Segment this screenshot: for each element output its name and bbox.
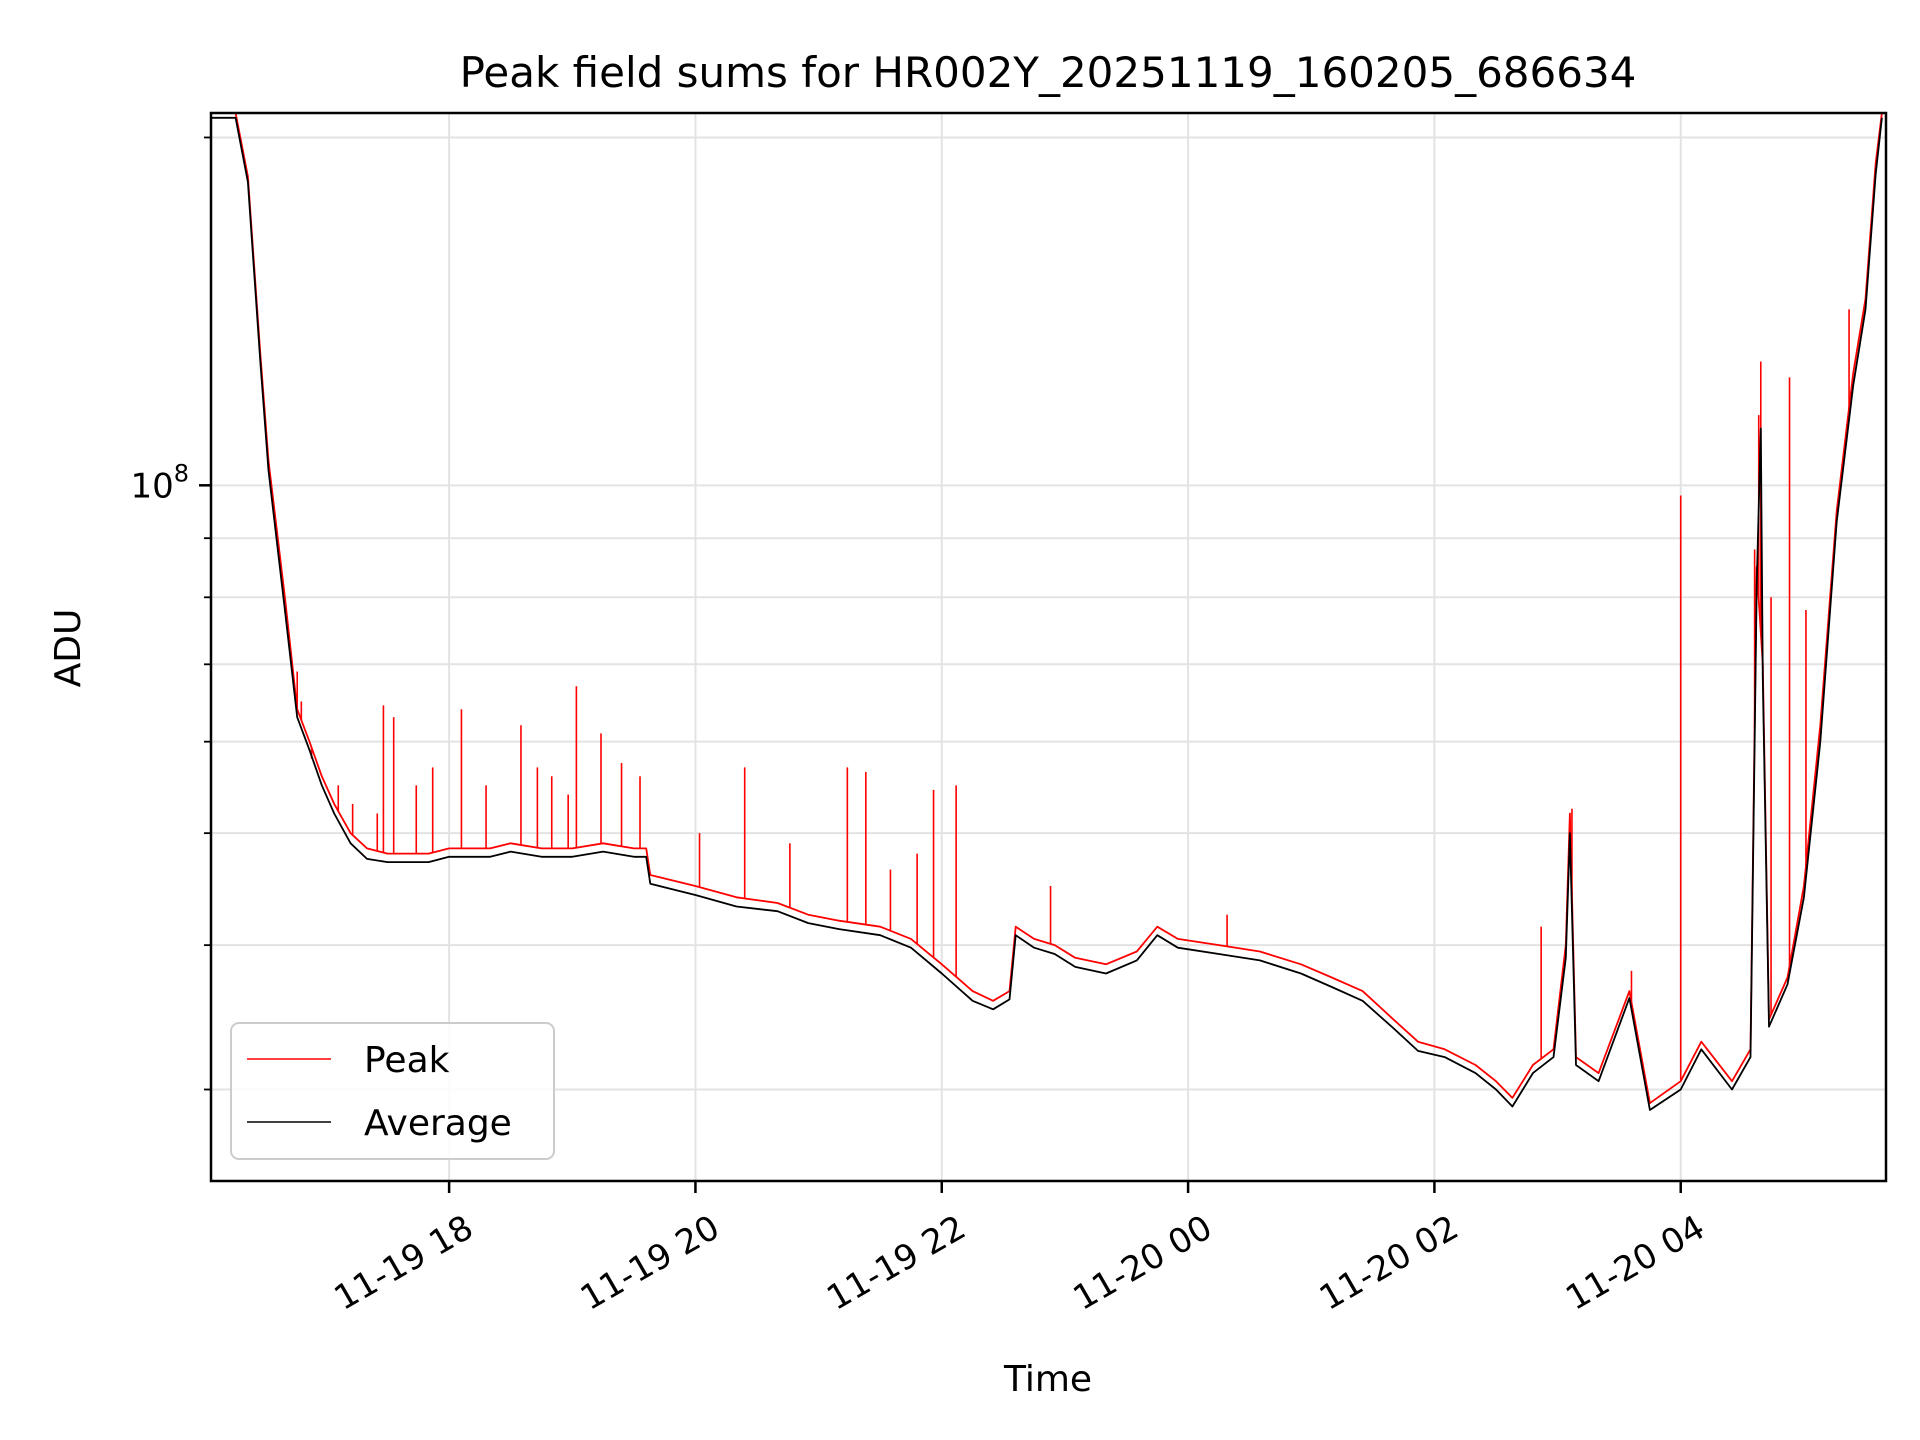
series-line-peak — [211, 112, 1883, 1104]
series-layer — [211, 112, 1883, 1111]
legend: Peak Average — [230, 1022, 555, 1160]
chart-title: Peak field sums for HR002Y_20251119_1602… — [460, 48, 1637, 97]
x-axis-label: Time — [1003, 1359, 1092, 1400]
y-axis-label: ADU — [48, 609, 89, 688]
legend-box — [230, 1022, 555, 1160]
series-line-average — [211, 116, 1883, 1111]
plot-frame — [209, 111, 1888, 1183]
y-tick-label: 108 — [130, 459, 189, 506]
legend-label-average: Average — [364, 1103, 512, 1144]
legend-label-peak: Peak — [364, 1040, 450, 1081]
y-axis-ticks: 108 — [130, 136, 211, 1091]
